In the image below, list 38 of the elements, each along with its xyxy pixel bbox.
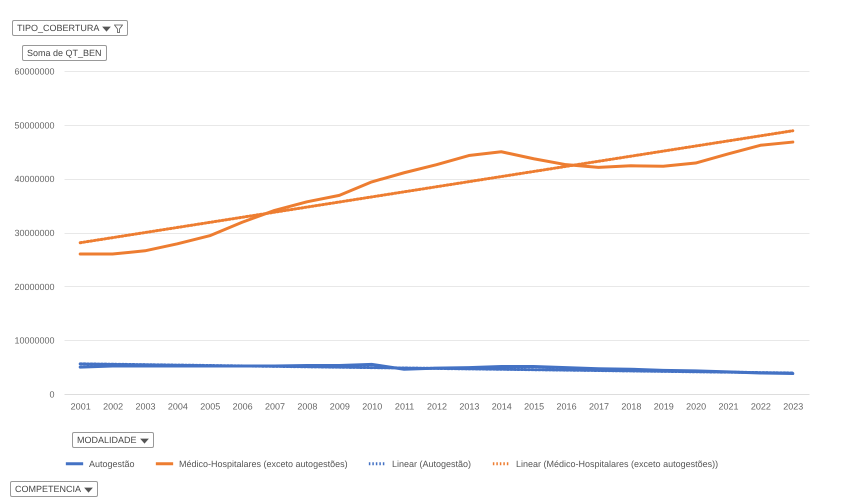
x-tick-label: 2014 — [492, 402, 512, 412]
x-tick-label: 2008 — [297, 402, 318, 412]
x-tick-label: 2017 — [588, 402, 609, 412]
x-tick-label: 2019 — [654, 402, 674, 412]
y-tick-label: 20000000 — [14, 282, 54, 292]
y-tick-label: 60000000 — [14, 66, 54, 76]
text: Soma de QT_BEN — [27, 48, 102, 58]
y-tick-label: 0 — [49, 390, 54, 400]
x-tick-label: 2022 — [750, 402, 771, 412]
x-tick-label: 2009 — [330, 402, 350, 412]
x-tick-label: 2013 — [459, 402, 480, 412]
x-tick-label: 2015 — [524, 402, 544, 412]
text: TIPO_COBERTURA — [17, 23, 100, 33]
legend-label: Médico-Hospitalares (exceto autogestões) — [179, 458, 348, 469]
x-tick-label: 2007 — [265, 402, 286, 412]
x-tick-label: 2023 — [783, 402, 804, 412]
y-tick-label: 40000000 — [14, 174, 54, 184]
text: COMPETENCIA — [15, 484, 82, 494]
x-tick-label: 2016 — [556, 402, 577, 412]
x-tick-label: 2001 — [70, 402, 91, 412]
x-tick-label: 2011 — [394, 402, 414, 412]
x-tick-label: 2012 — [426, 402, 448, 412]
x-tick-label: 2020 — [686, 402, 706, 412]
x-tick-label: 2003 — [135, 402, 156, 412]
y-tick-label: 30000000 — [14, 228, 54, 238]
x-tick-label: 2018 — [621, 402, 642, 412]
text: MODALIDADE — [77, 435, 137, 445]
x-tick-label: 2010 — [362, 402, 382, 412]
x-tick-label: 2004 — [168, 402, 188, 412]
x-tick-label: 2021 — [718, 402, 739, 412]
x-tick-label: 2005 — [200, 402, 220, 412]
legend-label: Linear (Médico-Hospitalares (exceto autogestões)) — [516, 458, 718, 469]
y-tick-label: 10000000 — [14, 336, 54, 346]
legend-label: Linear (Autogestão) — [392, 458, 472, 469]
legend-label: Autogestão — [89, 458, 135, 469]
x-tick-label: 2006 — [232, 402, 253, 412]
y-tick-label: 50000000 — [14, 120, 54, 130]
x-tick-label: 2002 — [103, 402, 124, 412]
